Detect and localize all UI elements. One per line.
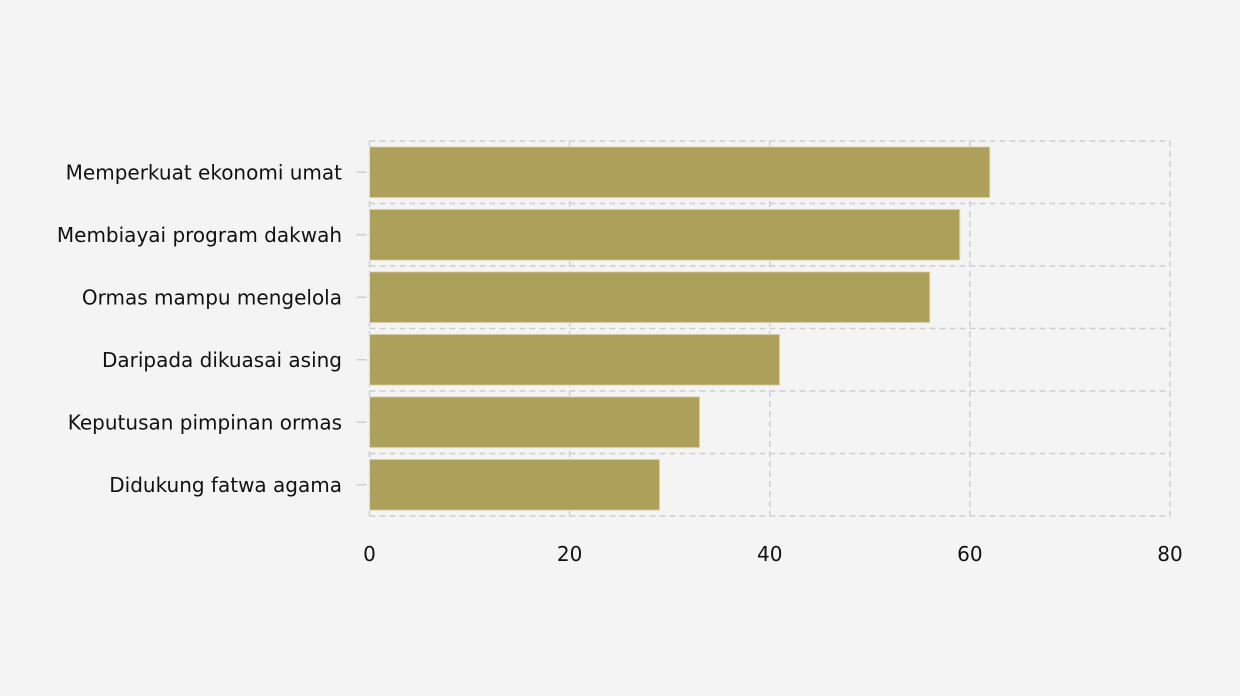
y-tick-label: Keputusan pimpinan ormas: [68, 410, 342, 434]
bar: [369, 333, 781, 386]
bar: [369, 208, 961, 261]
bar: [369, 396, 701, 449]
y-tick-label: Ormas mampu mengelola: [82, 285, 342, 309]
bar: [369, 146, 991, 199]
x-tick-label: 80: [1157, 542, 1182, 566]
bar: [369, 271, 931, 324]
y-tick-label: Membiayai program dakwah: [57, 223, 342, 247]
x-tick-label: 20: [557, 542, 582, 566]
x-tick-label: 40: [757, 542, 782, 566]
y-tick-label: Memperkuat ekonomi umat: [66, 160, 342, 184]
y-tick-label: Didukung fatwa agama: [109, 473, 342, 497]
y-tick-label: Daripada dikuasai asing: [102, 348, 342, 372]
bar: [369, 458, 661, 511]
x-tick-label: 0: [363, 542, 376, 566]
x-tick-label: 60: [957, 542, 982, 566]
